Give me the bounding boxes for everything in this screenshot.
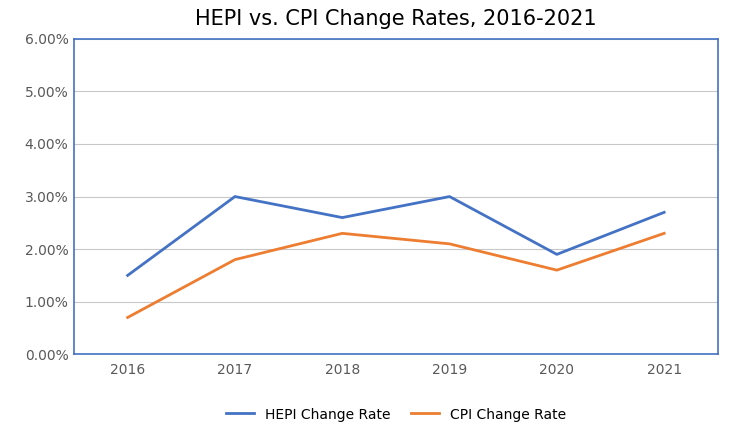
Title: HEPI vs. CPI Change Rates, 2016-2021: HEPI vs. CPI Change Rates, 2016-2021 (195, 9, 596, 29)
HEPI Change Rate (553, 252, 562, 257)
Line: CPI Change Rate: CPI Change Rate (127, 233, 664, 318)
HEPI Change Rate (337, 215, 346, 220)
HEPI Change Rate (231, 194, 240, 199)
CPI Change Rate (659, 231, 668, 236)
CPI Change Rate (123, 315, 132, 320)
HEPI Change Rate (123, 273, 132, 278)
HEPI Change Rate (445, 194, 454, 199)
HEPI Change Rate (659, 210, 668, 215)
Legend: HEPI Change Rate, CPI Change Rate: HEPI Change Rate, CPI Change Rate (221, 402, 571, 427)
CPI Change Rate (337, 231, 346, 236)
Line: HEPI Change Rate: HEPI Change Rate (127, 197, 664, 276)
CPI Change Rate (231, 257, 240, 262)
CPI Change Rate (553, 267, 562, 273)
CPI Change Rate (445, 241, 454, 246)
